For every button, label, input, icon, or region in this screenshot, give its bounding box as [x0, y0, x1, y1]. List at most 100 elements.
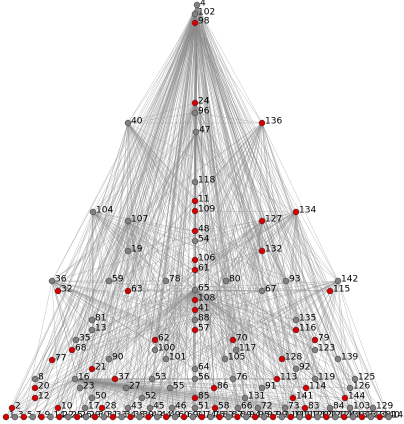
edge [194, 22, 331, 409]
node [241, 394, 249, 402]
node-label: 20 [38, 382, 50, 392]
edge [85, 22, 196, 418]
edge [194, 22, 336, 418]
node [191, 375, 199, 383]
edge [11, 378, 76, 409]
node [198, 413, 206, 421]
node [191, 365, 199, 373]
node [192, 128, 200, 136]
edge [194, 289, 372, 418]
node-label: 16 [78, 373, 90, 383]
edge [50, 4, 198, 418]
edge [74, 378, 131, 418]
node [191, 10, 199, 18]
edge [121, 22, 196, 418]
node [351, 375, 359, 383]
edge [85, 13, 196, 418]
edge [194, 102, 274, 418]
node [191, 109, 199, 117]
node [234, 413, 241, 421]
edge [194, 22, 372, 418]
edge [41, 22, 196, 418]
node [191, 197, 199, 205]
edge [68, 122, 129, 418]
node [314, 413, 321, 421]
edge [23, 211, 94, 418]
edge [337, 280, 346, 399]
node-label: 118 [198, 176, 215, 186]
node [346, 384, 354, 392]
node [367, 413, 375, 421]
edge [114, 289, 196, 380]
edge [68, 378, 76, 418]
node [122, 384, 130, 392]
edge [261, 220, 372, 418]
edge [74, 378, 176, 418]
edge [194, 13, 354, 418]
node [54, 404, 62, 412]
node [273, 375, 281, 383]
node [54, 287, 62, 295]
node [191, 99, 199, 107]
edge [57, 211, 94, 292]
node-label: 46 [175, 402, 187, 412]
edge [32, 4, 198, 418]
edge [194, 22, 300, 418]
edge [74, 378, 229, 418]
node [222, 277, 230, 285]
edge [194, 22, 316, 351]
edge [337, 280, 389, 418]
edge [85, 131, 197, 418]
edge [194, 13, 331, 292]
node [2, 413, 10, 421]
node [111, 375, 119, 383]
edge [74, 378, 238, 418]
edge [183, 13, 196, 418]
node [346, 404, 354, 412]
edge [84, 102, 196, 409]
node-label: 70 [236, 334, 248, 344]
edge [127, 122, 176, 418]
node-label: 77 [55, 354, 66, 364]
node-label: 63 [131, 285, 142, 295]
node-label: 32 [61, 285, 72, 295]
edge [194, 289, 238, 418]
node-label: 27 [129, 382, 140, 392]
edge [194, 289, 363, 418]
node [292, 208, 300, 216]
node-label: 102 [198, 8, 215, 18]
edge [196, 4, 263, 124]
node [105, 277, 113, 285]
node [332, 413, 339, 421]
node-label: 1 [9, 411, 15, 421]
node-label: 2 [15, 402, 21, 412]
node-label: 132 [265, 245, 282, 255]
node-label: 10 [61, 402, 73, 412]
node-label: 131 [248, 392, 265, 402]
edge [127, 220, 149, 418]
node-label: 80 [229, 275, 241, 285]
edge [196, 4, 318, 418]
node [124, 119, 132, 127]
edge [85, 289, 196, 418]
node-label: 81 [95, 314, 106, 324]
edge [157, 22, 196, 418]
node-label: 106 [198, 254, 215, 264]
node-label: 105 [228, 353, 245, 363]
node [88, 316, 96, 324]
node [88, 365, 96, 373]
node [189, 413, 197, 421]
node [211, 404, 219, 412]
node-label: 58 [218, 402, 230, 412]
edge [71, 4, 198, 351]
node-label: 134 [299, 206, 316, 216]
node [258, 287, 266, 295]
edge [194, 289, 265, 418]
node [191, 19, 199, 27]
edge [41, 220, 129, 418]
node [323, 413, 330, 421]
edge [295, 211, 346, 399]
edge [194, 289, 291, 418]
node-label: 103 [353, 402, 370, 412]
